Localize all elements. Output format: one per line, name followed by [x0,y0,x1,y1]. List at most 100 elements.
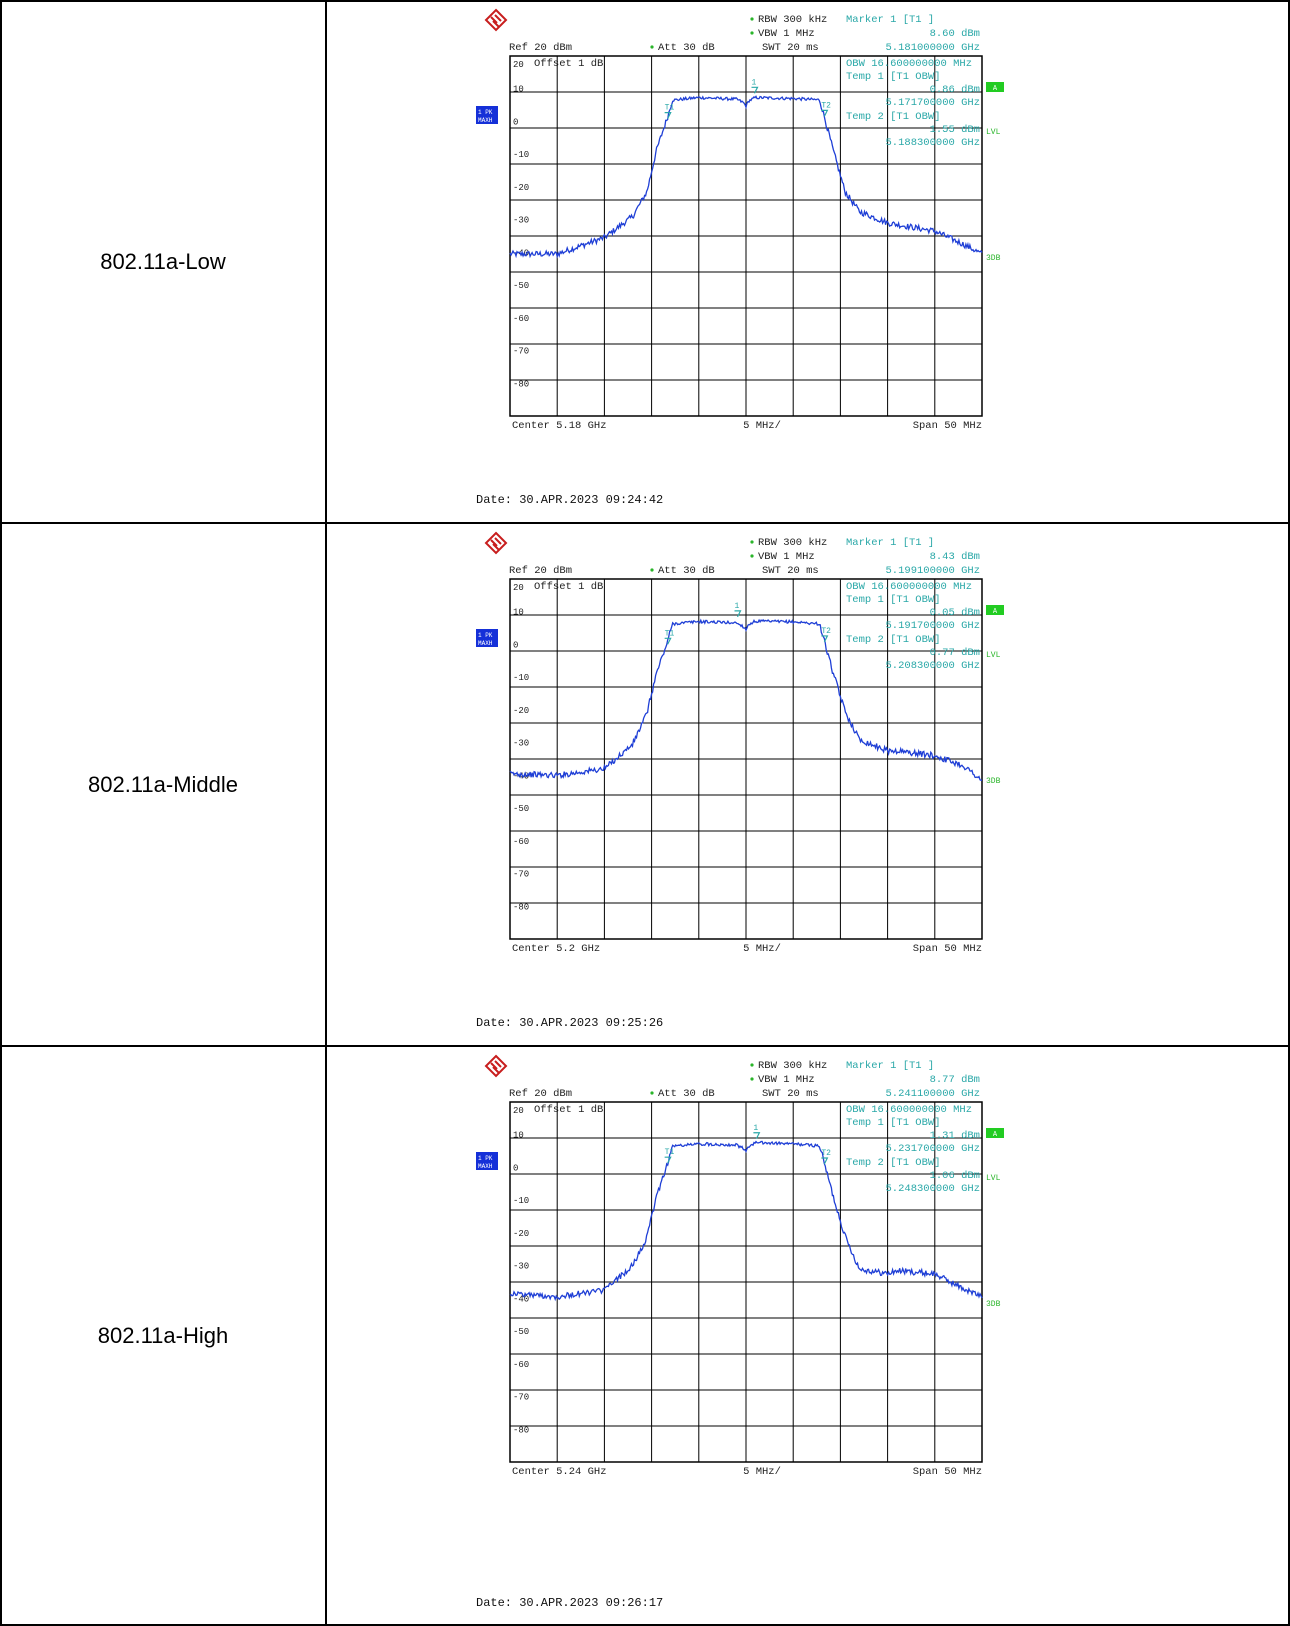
vbw-label: VBW 1 MHz [758,28,815,40]
y-tick-label: -60 [513,837,529,847]
temp-marker-2: T2 [821,101,831,116]
temp1-level: 1.31 dBm [930,1130,980,1142]
rbw-label: RBW 300 kHz [758,14,827,26]
y-tick-label: 20 [513,583,524,593]
y-tick-label: -70 [513,347,529,357]
rs-logo-icon [486,1056,506,1076]
y-tick-label: 0 [513,1163,518,1173]
spectrum-analyzer-screenshot: RBW 300 kHz VBW 1 MHz SWT 20 ms Ref 20 dBm A… [326,523,1290,1046]
y-tick-label: 10 [513,85,524,95]
marker-level: 8.43 dBm [930,551,980,563]
threedb-label: 3DB [986,777,1001,786]
temp1-title: Temp 1 [T1 OBW] [846,594,941,606]
division-label: 5 MHz/ [743,943,781,955]
temp1-title: Temp 1 [T1 OBW] [846,71,941,83]
marker-level: 8.60 dBm [930,28,980,40]
row-label: 802.11a-Middle [0,523,326,1046]
y-tick-label: -20 [513,1229,529,1239]
attenuation-label: Att 30 dB [658,42,715,54]
y-tick-label: -10 [513,150,529,160]
obw-readout: OBW 16.600000000 MHz [846,581,972,593]
y-tick-label: 0 [513,640,518,650]
y-tick-label: 20 [513,60,524,70]
y-tick-label: -30 [513,739,529,749]
temp1-level: 0.05 dBm [930,607,980,619]
y-tick-label: 10 [513,608,524,618]
obw-readout: OBW 16.600000000 MHz [846,1104,972,1116]
capture-date: Date: 30.APR.2023 09:25:26 [476,1016,663,1030]
division-label: 5 MHz/ [743,420,781,432]
table-row: 802.11a-Low RBW 300 kHz VBW 1 MHz SWT 20 ms… [0,0,1290,523]
marker-1: 1 [753,1124,759,1139]
table-row: 802.11a-Middle RBW 300 kHz VBW 1 MHz SWT 20… [0,523,1290,1046]
spectrum-plot-cell: RBW 300 kHz VBW 1 MHz SWT 20 ms Ref 20 dBm A… [326,1046,1290,1626]
temp-marker-1: T1 [665,1148,675,1163]
temp1-title: Temp 1 [T1 OBW] [846,1117,941,1129]
trace-tag-2: MAXH [478,117,493,124]
temp2-title: Temp 2 [T1 OBW] [846,1157,941,1169]
y-tick-label: -20 [513,706,529,716]
rs-logo-icon [486,10,506,30]
y-tick-label: -80 [513,1425,529,1435]
span-label: Span 50 MHz [913,943,982,955]
star-marker-icon [650,45,653,48]
center-frequency-label: Center 5.24 GHz [512,1466,607,1478]
trace-tag-1: 1 PK [478,632,493,639]
swt-label: SWT 20 ms [762,1088,819,1100]
y-tick-label: -60 [513,314,529,324]
svg-text:T1: T1 [665,629,675,638]
temp2-level: 1.55 dBm [930,124,980,136]
svg-text:1: 1 [753,1124,758,1133]
star-marker-icon [750,554,753,557]
attenuation-label: Att 30 dB [658,1088,715,1100]
threedb-label: 3DB [986,254,1001,263]
temp2-title: Temp 2 [T1 OBW] [846,634,941,646]
temp1-frequency: 5.171700000 GHz [885,97,980,109]
temp1-frequency: 5.191700000 GHz [885,620,980,632]
y-tick-label: 10 [513,1131,524,1141]
star-marker-icon [750,1063,753,1066]
vbw-label: VBW 1 MHz [758,1074,815,1086]
svg-text:T2: T2 [821,1149,831,1158]
trace-tag-2: MAXH [478,1163,493,1170]
y-tick-label: -40 [513,1294,529,1304]
temp-marker-1: T1 [665,629,675,644]
y-tick-label: -50 [513,1327,529,1337]
plot-grid [510,56,982,416]
row-label: 802.11a-Low [0,0,326,523]
capture-date: Date: 30.APR.2023 09:24:42 [476,493,663,507]
temp1-level: 0.86 dBm [930,84,980,96]
y-tick-label: 0 [513,117,518,127]
trace-tag-1: 1 PK [478,1155,493,1162]
marker-frequency: 5.241100000 GHz [885,1088,980,1100]
temp-marker-2: T2 [821,627,831,642]
rbw-label: RBW 300 kHz [758,537,827,549]
y-tick-label: -70 [513,1393,529,1403]
lvl-label: LVL [986,128,1001,137]
svg-text:T1: T1 [665,104,675,113]
marker-title: Marker 1 [T1 ] [846,14,934,26]
span-label: Span 50 MHz [913,1466,982,1478]
span-label: Span 50 MHz [913,420,982,432]
temp-marker-1: T1 [665,104,675,119]
obw-readout: OBW 16.600000000 MHz [846,58,972,70]
swt-label: SWT 20 ms [762,42,819,54]
ref-level-label: Ref 20 dBm [509,565,572,577]
offset-label: Offset 1 dB [534,1104,603,1116]
attenuation-label: Att 30 dB [658,565,715,577]
center-frequency-label: Center 5.18 GHz [512,420,607,432]
star-marker-icon [750,31,753,34]
y-tick-label: -80 [513,379,529,389]
y-tick-label: -10 [513,673,529,683]
lvl-label: LVL [986,1174,1001,1183]
star-marker-icon [750,540,753,543]
temp2-frequency: 5.188300000 GHz [885,137,980,149]
temp-marker-2: T2 [821,1149,831,1164]
svg-text:T2: T2 [821,101,831,110]
table-row: 802.11a-High RBW 300 kHz VBW 1 MHz SWT 20 m… [0,1046,1290,1626]
y-tick-label: -50 [513,281,529,291]
spectrum-analyzer-screenshot: RBW 300 kHz VBW 1 MHz SWT 20 ms Ref 20 dBm A… [326,0,1290,523]
temp2-frequency: 5.208300000 GHz [885,660,980,672]
